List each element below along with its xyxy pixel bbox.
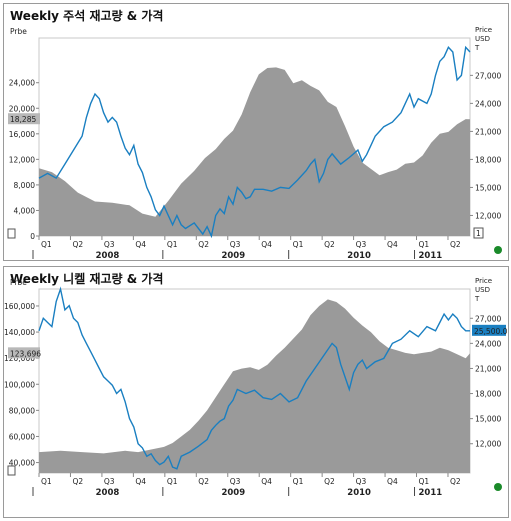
tin-quarter-label: Q1 xyxy=(167,240,178,249)
nickel-left-zero-box xyxy=(7,465,16,476)
tin-right-axis-label: T xyxy=(474,44,480,52)
nickel-quarter-label: Q4 xyxy=(387,477,398,486)
nickel-left-axis-label: Prbe xyxy=(10,278,27,287)
nickel-chart-svg: 40,000 60,000 80,000 100,000 120,000 140,000 1… xyxy=(4,277,508,498)
nickel-quarter-label: Q2 xyxy=(72,477,83,486)
tin-quarter-label: Q1 xyxy=(419,240,430,249)
tin-quarter-label: Q1 xyxy=(41,240,52,249)
nickel-quarter-label: Q2 xyxy=(324,477,335,486)
nickel-chart-panel: Weekly 니켈 재고량 & 가격 40,000 60,000 80,000 100… xyxy=(3,266,509,518)
nickel-right-tick-label: 15,000 xyxy=(475,415,501,424)
tin-right-tick-label: 27,000 xyxy=(475,71,501,80)
tin-left-tick-label: 16,000 xyxy=(9,130,35,139)
nickel-quarter-label: Q4 xyxy=(261,477,272,486)
tin-left-axis-label: Prbe xyxy=(10,27,27,36)
tin-quarter-label: Q2 xyxy=(324,240,335,249)
tin-left-tick-label: 4,000 xyxy=(14,206,36,215)
nickel-right-tick-label: 18,000 xyxy=(475,390,501,399)
tin-quarter-label: Q3 xyxy=(230,240,241,249)
nickel-left-last-value: 123,696 xyxy=(10,349,41,358)
nickel-right-last-value-box xyxy=(472,324,506,336)
nickel-right-last-value: 25,500.0 xyxy=(474,327,508,336)
tin-quarter-label: Q2 xyxy=(450,240,461,249)
tin-right-tick-label: 12,000 xyxy=(475,211,501,220)
nickel-quarter-label: Q1 xyxy=(41,477,52,486)
nickel-left-tick-label: 160,000 xyxy=(4,302,35,311)
nickel-year-label: 2010 xyxy=(347,488,371,498)
tin-right-tick-label: 24,000 xyxy=(475,99,501,108)
nickel-right-axis-label: Price xyxy=(475,277,492,285)
nickel-left-tick-label: 140,000 xyxy=(4,328,35,337)
tin-year-label: 2009 xyxy=(221,251,245,260)
nickel-year-label: 2009 xyxy=(221,488,245,498)
tin-status-dot xyxy=(494,246,502,254)
nickel-left-last-value-box xyxy=(8,347,40,359)
tin-right-last-value-box xyxy=(473,227,484,239)
tin-left-tick-label: 20,000 xyxy=(9,104,35,113)
nickel-right-tick-label: 12,000 xyxy=(475,440,501,449)
tin-quarter-label: Q1 xyxy=(293,240,304,249)
tin-right-last-value: 1 xyxy=(476,229,481,238)
tin-left-last-value: 18,285 xyxy=(10,115,36,124)
nickel-right-tick-label: 21,000 xyxy=(475,364,501,373)
tin-year-label: 2008 xyxy=(96,251,120,260)
nickel-year-label: 2008 xyxy=(96,488,120,498)
tin-quarter-label: Q4 xyxy=(135,240,146,249)
nickel-inventory-area xyxy=(39,299,470,473)
nickel-quarter-label: Q2 xyxy=(198,477,209,486)
nickel-left-tick-label: 100,000 xyxy=(4,380,35,389)
tin-year-label: 2011 xyxy=(419,251,443,260)
nickel-quarter-label: Q3 xyxy=(104,477,115,486)
tin-left-last-value-box xyxy=(8,113,40,125)
tin-price-line xyxy=(38,45,471,239)
tin-quarter-label: Q3 xyxy=(104,240,115,249)
tin-right-tick-label: 18,000 xyxy=(475,155,501,164)
nickel-left-tick-label: 80,000 xyxy=(9,406,35,415)
tin-quarter-label: Q2 xyxy=(198,240,209,249)
nickel-quarter-label: Q1 xyxy=(293,477,304,486)
nickel-quarter-label: Q4 xyxy=(135,477,146,486)
tin-quarter-label: Q4 xyxy=(261,240,272,249)
nickel-price-line xyxy=(38,286,470,470)
tin-left-tick-label: 24,000 xyxy=(9,79,35,88)
nickel-left-tick-label: 60,000 xyxy=(9,432,35,441)
tin-quarter-label: Q4 xyxy=(387,240,398,249)
tin-left-tick-label: 8,000 xyxy=(14,181,36,190)
tin-left-zero-box xyxy=(7,228,16,239)
tin-left-tick-label: 0 xyxy=(30,232,35,241)
nickel-quarter-label: Q2 xyxy=(450,477,461,486)
nickel-chart-title: Weekly 니켈 재고량 & 가격 xyxy=(10,272,164,286)
nickel-quarter-label: Q3 xyxy=(230,477,241,486)
tin-chart-svg: 0 4,000 8,000 12,000 16,000 20,000 24,000 Prbe 1… xyxy=(7,26,502,260)
tin-chart-panel: Weekly 주석 재고량 & 가격 0 4,000 8,000 12,000 16,0… xyxy=(3,3,509,261)
tin-quarter-label: Q3 xyxy=(356,240,367,249)
tin-right-tick-label: 21,000 xyxy=(475,127,501,136)
tin-right-axis-label: Price xyxy=(475,26,492,34)
tin-quarter-label: Q2 xyxy=(72,240,83,249)
nickel-left-tick-label: 120,000 xyxy=(4,354,35,363)
nickel-right-axis-label: USD xyxy=(475,286,490,294)
tin-year-label: 2010 xyxy=(347,251,371,260)
nickel-right-axis-label: T xyxy=(474,295,480,303)
nickel-quarter-label: Q1 xyxy=(419,477,430,486)
tin-inventory-area xyxy=(39,67,470,237)
tin-left-tick-label: 12,000 xyxy=(9,155,35,164)
tin-right-tick-label: 15,000 xyxy=(475,183,501,192)
nickel-status-dot xyxy=(494,483,502,491)
nickel-right-tick-label: 24,000 xyxy=(475,339,501,348)
tin-right-axis-label: USD xyxy=(475,35,490,43)
tin-chart-title: Weekly 주석 재고량 & 가격 xyxy=(10,9,164,23)
nickel-left-tick-label: 40,000 xyxy=(9,459,35,468)
nickel-quarter-label: Q1 xyxy=(167,477,178,486)
nickel-year-label: 2011 xyxy=(419,488,443,498)
nickel-right-tick-label: 27,000 xyxy=(475,314,501,323)
nickel-quarter-label: Q3 xyxy=(356,477,367,486)
